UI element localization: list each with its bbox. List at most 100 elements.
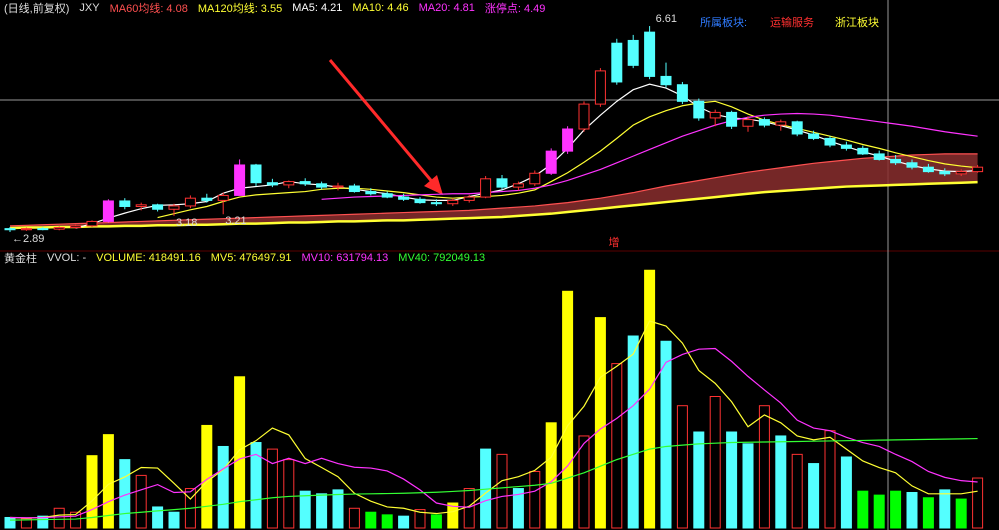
legend-entry: MV40: 792049.13 — [398, 252, 486, 264]
volume-bar — [972, 477, 984, 529]
volume-bar — [791, 453, 803, 529]
legend-entry: MA120均线: 3.55 — [197, 3, 283, 15]
candle-body — [578, 103, 590, 130]
candle-body — [562, 128, 574, 152]
legend-entry: MA60均线: 4.08 — [109, 3, 188, 15]
candle-body — [37, 228, 49, 231]
volume-bar — [562, 290, 574, 529]
volume-bar — [644, 269, 656, 529]
volume-bar — [529, 470, 541, 529]
volume-bar — [53, 507, 65, 529]
candle-body — [348, 185, 360, 193]
volume-bar — [890, 490, 902, 529]
candle-body — [922, 166, 934, 173]
volume-title: 黄金柱 — [4, 253, 37, 265]
legend-entry: MA5: 4.21 — [292, 2, 343, 14]
volume-bar — [709, 396, 721, 529]
ma-line — [157, 100, 978, 219]
volume-bar — [152, 506, 164, 529]
candle-body — [102, 200, 114, 222]
volume-bar — [398, 515, 410, 529]
candle-body — [4, 228, 16, 231]
candle-body — [20, 228, 32, 231]
volume-bar — [316, 493, 328, 529]
candle-body — [365, 191, 377, 195]
ma-line — [9, 437, 978, 521]
price-header: (日线,前复权) JXY MA60均线: 4.08 MA120均线: 3.55 MA… — [4, 0, 545, 16]
volume-bar — [447, 502, 459, 529]
candle-body — [70, 225, 82, 229]
volume-panel — [4, 269, 984, 529]
candle-body — [644, 31, 656, 77]
candle-body — [594, 70, 606, 105]
ma-line — [9, 320, 978, 519]
legend-entry: VOLUME: 418491.16 — [96, 252, 201, 264]
candle-body — [299, 181, 311, 185]
volume-bar — [496, 453, 508, 529]
volume-bar — [693, 431, 705, 529]
candle-body — [119, 200, 131, 207]
candle-body — [480, 178, 492, 198]
candle-body — [627, 39, 639, 66]
legend-entry: MV10: 631794.13 — [301, 252, 389, 264]
volume-bar — [758, 405, 770, 529]
candle-body — [955, 171, 967, 175]
candle-body — [775, 121, 787, 126]
candle-body — [709, 111, 721, 119]
candle-body — [332, 185, 344, 188]
volume-header: 黄金柱 VVOL: - VOLUME: 418491.16 MV5: 476497… — [4, 250, 485, 266]
volume-bar — [348, 507, 360, 529]
volume-bar — [611, 363, 623, 529]
candle-body — [824, 137, 836, 146]
volume-bar — [430, 514, 442, 529]
candle-body — [758, 119, 770, 126]
volume-bar — [775, 435, 787, 529]
volume-bar — [660, 340, 672, 529]
volume-bar — [70, 511, 82, 529]
volume-bar — [594, 317, 606, 529]
volume-bar — [332, 489, 344, 529]
ma-line — [9, 180, 978, 230]
volume-bar — [234, 376, 246, 529]
legend-entry: 涨停点: 4.49 — [484, 3, 546, 15]
volume-bar — [414, 509, 426, 529]
candle-body — [381, 193, 393, 198]
candle-body — [676, 84, 688, 102]
volume-bar — [512, 488, 524, 529]
volume-bar — [676, 405, 688, 529]
candle-body — [316, 183, 328, 188]
candle-body — [890, 158, 902, 164]
sector-item: 运输服务 — [770, 15, 814, 29]
candle-body — [726, 111, 738, 127]
volume-bar — [939, 489, 951, 529]
candle-body — [86, 220, 98, 227]
sector-item: 浙江板块 — [835, 15, 879, 29]
candle-body — [840, 144, 852, 149]
candle-body — [742, 119, 754, 127]
ma-line — [321, 112, 978, 200]
volume-bar — [4, 516, 16, 529]
volume-bar — [20, 518, 32, 529]
candle-body — [939, 171, 951, 175]
volume-bar — [299, 490, 311, 529]
volume-bar — [873, 494, 885, 529]
candle-body — [168, 205, 180, 210]
candle-body — [791, 121, 803, 135]
volume-bar — [922, 497, 934, 529]
volume-bar — [135, 474, 147, 529]
price-annotation: ←2.89 — [12, 233, 44, 245]
volume-bar — [726, 431, 738, 529]
candle-body — [398, 196, 410, 200]
indicator: VVOL: - — [47, 252, 87, 264]
candle-body — [972, 166, 984, 173]
candle-body — [135, 204, 147, 207]
volume-bar — [578, 435, 590, 529]
volume-bar — [365, 511, 377, 529]
candle-body — [234, 164, 246, 196]
volume-bar — [250, 442, 262, 529]
candle-body — [201, 197, 213, 201]
candle-body — [808, 133, 820, 139]
candle-body — [250, 164, 262, 184]
red-arrow — [328, 59, 443, 195]
price-annotation: 3.21 — [225, 215, 246, 227]
